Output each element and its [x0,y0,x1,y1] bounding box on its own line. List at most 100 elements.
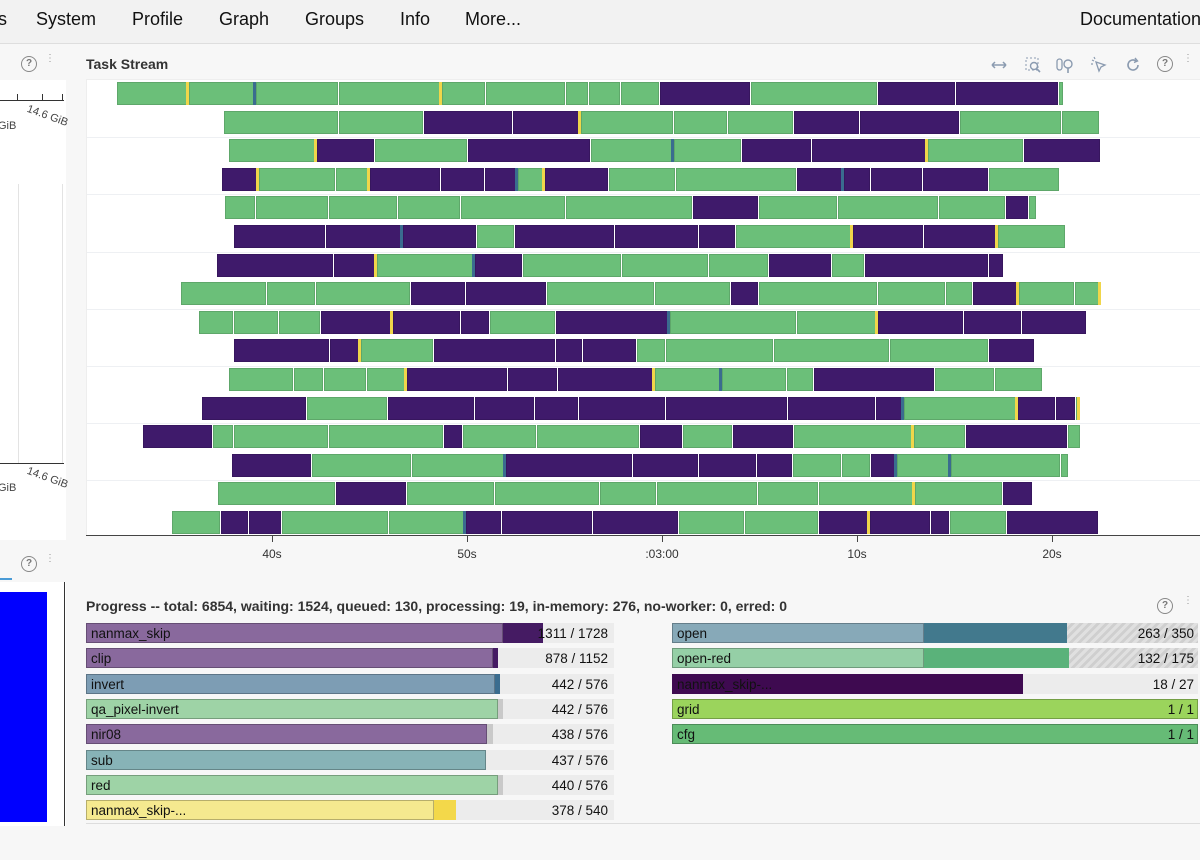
nav-item-profile[interactable]: Profile [132,9,184,29]
task-rect[interactable] [673,139,742,163]
task-rect[interactable] [339,110,423,134]
task-rect[interactable] [461,196,565,220]
task-rect[interactable] [388,396,475,420]
task-rect[interactable] [545,167,608,191]
task-rect[interactable] [913,425,966,449]
task-rect[interactable] [461,310,490,334]
task-rect[interactable] [769,253,832,277]
task-rect[interactable] [938,196,1005,220]
task-rect[interactable] [224,110,339,134]
task-rect[interactable] [819,482,914,506]
task-rect-small[interactable] [252,82,256,105]
task-rect[interactable] [949,511,1006,534]
task-rect[interactable] [172,511,220,534]
task-rect[interactable] [838,196,938,220]
task-rect[interactable] [655,282,731,306]
task-rect[interactable] [220,511,249,534]
task-rect[interactable] [278,310,320,334]
task-rect[interactable] [657,482,757,506]
task-rect-small[interactable] [652,368,656,391]
task-rect[interactable] [463,425,536,449]
task-rect[interactable] [1003,482,1032,506]
task-rect[interactable] [335,167,369,191]
task-rect-small[interactable] [947,453,951,477]
task-rect[interactable] [934,368,995,391]
task-rect[interactable] [557,368,655,391]
task-rect[interactable] [614,225,698,248]
bytes-help-icon[interactable]: ? [21,556,37,572]
task-rect-small[interactable] [399,225,403,248]
task-rect[interactable] [1074,282,1100,306]
task-stream-help-icon[interactable]: ? [1157,56,1173,72]
task-rect[interactable] [326,225,402,248]
task-rect[interactable] [546,282,655,306]
task-rect-small[interactable] [841,167,845,191]
task-rect-small[interactable] [849,225,853,248]
task-rect[interactable] [709,253,769,277]
task-rect[interactable] [998,225,1065,248]
task-rect[interactable] [1005,196,1029,220]
task-rect[interactable] [722,368,787,391]
task-rect[interactable] [751,82,877,105]
task-rect-small[interactable] [874,310,878,334]
progress-row[interactable]: open-red 132 / 175 [672,648,1198,669]
task-rect[interactable] [334,253,376,277]
task-rect[interactable] [742,139,811,163]
progress-help-icon[interactable]: ? [1157,598,1173,614]
task-rect[interactable] [727,110,793,134]
task-rect-small[interactable] [542,167,546,191]
task-rect[interactable] [336,482,407,506]
task-rect[interactable] [443,425,463,449]
task-rect[interactable] [329,196,397,220]
task-rect[interactable] [744,511,819,534]
task-rect[interactable] [1023,139,1100,163]
task-rect[interactable] [324,368,366,391]
task-rect[interactable] [736,225,852,248]
task-rect[interactable] [468,139,591,163]
task-rect-small[interactable] [893,453,897,477]
task-rect-small[interactable] [901,396,905,420]
task-rect[interactable] [989,253,1003,277]
task-rect[interactable] [871,167,922,191]
hover-icon[interactable] [1084,53,1114,81]
task-rect[interactable] [989,339,1034,363]
task-rect[interactable] [477,225,515,248]
task-rect[interactable] [733,425,794,449]
nav-item-status[interactable]: s [0,9,7,29]
task-rect[interactable] [222,167,258,191]
task-rect[interactable] [579,396,665,420]
task-rect[interactable] [632,453,699,477]
task-rect[interactable] [788,396,875,420]
task-rect[interactable] [963,310,1022,334]
nav-item-info[interactable]: Info [400,9,431,29]
progress-row[interactable]: qa_pixel-invert 442 / 576 [86,698,614,719]
box-zoom-icon[interactable] [1021,53,1045,77]
task-rect[interactable] [555,310,669,334]
task-rect[interactable] [320,310,392,334]
progress-row[interactable]: sub 437 / 576 [86,749,614,770]
task-rect[interactable] [665,396,788,420]
task-rect[interactable] [731,282,759,306]
task-rect[interactable] [811,139,928,163]
task-rect[interactable] [841,453,871,477]
task-rect[interactable] [258,167,335,191]
task-rect-small[interactable] [670,139,674,163]
task-rect[interactable] [317,139,374,163]
task-rect[interactable] [580,110,673,134]
task-rect[interactable] [756,453,793,477]
task-rect[interactable] [797,310,877,334]
task-rect[interactable] [255,82,338,105]
task-rect[interactable] [411,282,466,306]
task-rect[interactable] [860,110,959,134]
task-rect[interactable] [1017,396,1055,420]
progress-grip-icon[interactable]: ⋮ [1183,595,1193,606]
progress-row[interactable]: grid 1 / 1 [672,698,1198,719]
task-rect[interactable] [945,282,973,306]
task-rect[interactable] [773,339,889,363]
task-rect[interactable] [361,339,433,363]
task-rect[interactable] [232,453,311,477]
task-rect[interactable] [814,368,934,391]
task-rect[interactable] [931,511,949,534]
task-rect-small[interactable] [514,167,518,191]
reset-icon[interactable] [1121,53,1145,77]
